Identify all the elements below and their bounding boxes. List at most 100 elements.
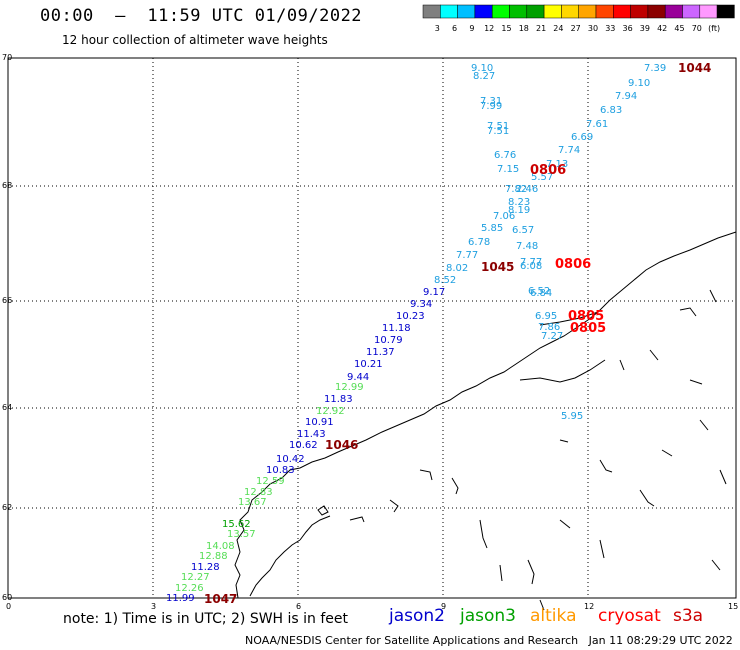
wave-height-label: 7.06 xyxy=(493,211,515,222)
wave-height-label: 8.19 xyxy=(508,205,530,216)
satellite-label-jason3: jason3 xyxy=(460,606,516,626)
wave-height-label: 7.13 xyxy=(546,159,568,170)
wave-height-label: 11.28 xyxy=(191,562,220,573)
legend-label: 18 xyxy=(519,24,529,33)
wave-height-label: 12.26 xyxy=(175,583,204,594)
legend-swatch xyxy=(716,4,735,19)
legend-label: 3 xyxy=(435,24,440,33)
legend-swatch xyxy=(543,4,562,19)
legend-label: 9 xyxy=(469,24,474,33)
legend-label: 24 xyxy=(553,24,563,33)
lon-label: 6 xyxy=(296,602,301,611)
legend-label: 39 xyxy=(640,24,650,33)
wave-height-label: 7.77 xyxy=(456,250,478,261)
lat-label: 70 xyxy=(2,53,12,62)
wave-height-label: 10.42 xyxy=(276,454,305,465)
coastline xyxy=(234,231,737,599)
wave-height-label: 12.92 xyxy=(316,406,345,417)
wave-height-label: 7.74 xyxy=(558,145,580,156)
lon-axis-labels: 0 3 6 9 12 15 xyxy=(6,602,738,611)
wave-height-label: 6.52 xyxy=(528,286,550,297)
wave-height-label: 10.21 xyxy=(354,359,383,370)
legend-label: 21 xyxy=(536,24,546,33)
wave-height-label: 7.51 xyxy=(487,126,509,137)
wave-height-label: 7.94 xyxy=(615,91,637,102)
legend-label: 42 xyxy=(657,24,667,33)
wave-height-label: 5.85 xyxy=(481,223,503,234)
color-legend: 3 6 9 12 15 18 21 24 27 30 33 36 39 42 45 70 (ft) xyxy=(422,4,735,33)
legend-swatch xyxy=(440,4,458,19)
satellite-label-jason2: jason2 xyxy=(389,606,445,626)
graticule xyxy=(8,58,736,598)
wave-height-label: 7.15 xyxy=(497,164,519,175)
pass-time-label: 1045 xyxy=(481,260,514,274)
satellite-label-cryosat: cryosat xyxy=(598,606,661,626)
legend-label: 36 xyxy=(623,24,633,33)
wave-height-label: 6.69 xyxy=(571,132,593,143)
lon-label: 0 xyxy=(6,602,11,611)
wave-height-label: 8.27 xyxy=(473,71,495,82)
wave-height-label: 10.23 xyxy=(396,311,425,322)
lakes xyxy=(317,289,727,611)
lat-axis-labels: 70 68 66 64 62 60 xyxy=(2,53,12,602)
legend-swatch xyxy=(647,4,666,19)
legend-swatch xyxy=(457,4,476,19)
lat-label: 66 xyxy=(2,296,12,305)
wave-height-label: 8.02 xyxy=(446,263,468,274)
wave-height-label: 11.43 xyxy=(297,429,326,440)
pass-time-label: 0806 xyxy=(530,163,566,178)
wave-height-label: 5.57 xyxy=(531,172,553,183)
wave-height-label: 9.10 xyxy=(628,78,650,89)
lon-label: 9 xyxy=(441,602,446,611)
map-subtitle: 12 hour collection of altimeter wave hei… xyxy=(62,33,328,47)
legend-swatch xyxy=(664,4,683,19)
wave-height-label: 9.44 xyxy=(347,372,369,383)
wave-height-label: 12.99 xyxy=(335,382,364,393)
legend-swatch xyxy=(613,4,631,19)
legend-label: (ft) xyxy=(708,24,720,33)
legend-swatch xyxy=(595,4,614,19)
wave-height-label: 11.83 xyxy=(324,394,353,405)
legend-label: 33 xyxy=(605,24,615,33)
legend-swatch xyxy=(491,4,510,19)
wave-height-label: 7.77 xyxy=(520,257,542,268)
legend-swatch xyxy=(474,4,493,19)
wave-height-label: 7.27 xyxy=(541,331,563,342)
wave-height-label: 11.37 xyxy=(366,347,395,358)
wave-height-label: 10.91 xyxy=(305,417,334,428)
lat-label: 68 xyxy=(2,181,12,190)
wave-height-label: 6.76 xyxy=(494,150,516,161)
wave-height-label: 10.62 xyxy=(289,440,318,451)
wave-height-label: 12.88 xyxy=(199,551,228,562)
wave-height-label: 7.39 xyxy=(644,63,666,74)
legend-swatch xyxy=(561,4,579,19)
wave-height-label: 7.99 xyxy=(480,101,502,112)
wave-height-label: 11.18 xyxy=(382,323,411,334)
legend-swatch xyxy=(422,4,441,19)
wave-height-label: 13.57 xyxy=(227,529,256,540)
legend-swatch xyxy=(526,4,545,19)
legend-swatch xyxy=(509,4,528,19)
wave-height-label: 8.23 xyxy=(508,197,530,208)
wave-height-label: 2.46 xyxy=(516,184,538,195)
wave-height-observations: 9.108.277.317.997.517.516.767.157.822.46… xyxy=(166,61,711,606)
pass-time-label: 0805 xyxy=(570,321,606,336)
legend-label: 27 xyxy=(571,24,581,33)
pass-time-label: 1047 xyxy=(204,592,237,606)
map-title: 00:00 – 11:59 UTC 01/09/2022 xyxy=(40,6,363,26)
credit-line: NOAA/NESDIS Center for Satellite Applica… xyxy=(245,634,733,647)
satellite-label-altika: altika xyxy=(530,606,577,626)
lat-label: 62 xyxy=(2,503,12,512)
wave-height-label: 6.78 xyxy=(468,237,490,248)
legend-swatch xyxy=(699,4,718,19)
legend-swatch xyxy=(578,4,597,19)
wave-height-label: 7.48 xyxy=(516,241,538,252)
map-frame xyxy=(7,57,737,599)
wave-height-label: 12.59 xyxy=(256,476,285,487)
lon-label: 3 xyxy=(151,602,156,611)
legend-label: 15 xyxy=(501,24,511,33)
wave-height-label: 5.95 xyxy=(561,411,583,422)
legend-label: 30 xyxy=(588,24,598,33)
wave-height-label: 15.62 xyxy=(222,519,251,530)
